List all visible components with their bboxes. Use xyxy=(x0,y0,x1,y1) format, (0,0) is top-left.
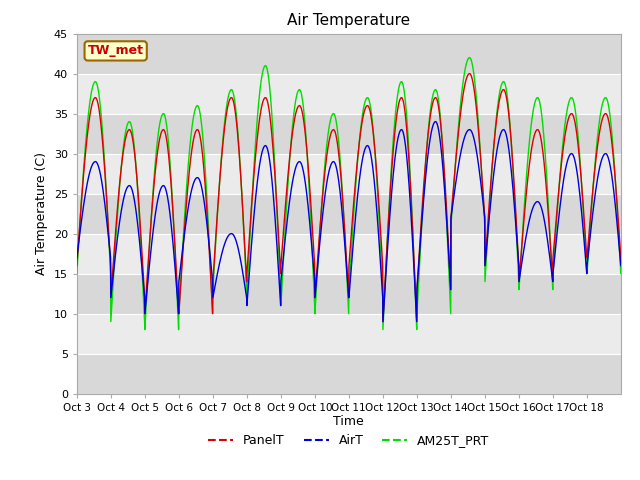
AM25T_PRT xyxy=(513,240,521,246)
Bar xyxy=(77,274,621,313)
Bar xyxy=(77,193,621,234)
PanelT xyxy=(127,130,135,135)
AM25T_PRT xyxy=(466,55,474,60)
AirT xyxy=(379,319,387,324)
AM25T_PRT xyxy=(127,122,135,128)
AM25T_PRT xyxy=(617,271,625,276)
PanelT xyxy=(73,263,81,268)
Bar xyxy=(77,354,621,394)
X-axis label: Time: Time xyxy=(333,415,364,429)
AirT xyxy=(127,184,135,190)
Bar xyxy=(77,34,621,73)
AM25T_PRT xyxy=(245,258,253,264)
AM25T_PRT xyxy=(610,150,618,156)
Line: AirT: AirT xyxy=(77,121,621,322)
Title: Air Temperature: Air Temperature xyxy=(287,13,410,28)
AirT xyxy=(73,255,81,261)
Text: TW_met: TW_met xyxy=(88,44,144,58)
AirT xyxy=(432,119,440,124)
AirT xyxy=(617,263,625,268)
AM25T_PRT xyxy=(73,271,81,276)
AirT xyxy=(513,236,521,242)
AirT xyxy=(610,186,618,192)
PanelT xyxy=(466,71,474,76)
AM25T_PRT xyxy=(141,327,148,333)
Bar xyxy=(77,73,621,114)
PanelT xyxy=(379,319,387,324)
AirT xyxy=(381,277,389,283)
PanelT xyxy=(381,270,389,276)
AirT xyxy=(244,280,252,286)
AM25T_PRT xyxy=(544,189,552,194)
AM25T_PRT xyxy=(381,273,389,278)
Legend: PanelT, AirT, AM25T_PRT: PanelT, AirT, AM25T_PRT xyxy=(203,429,495,452)
Bar xyxy=(77,114,621,154)
Bar xyxy=(77,313,621,354)
Y-axis label: Air Temperature (C): Air Temperature (C) xyxy=(35,152,48,275)
AirT xyxy=(544,238,552,243)
PanelT xyxy=(244,246,252,252)
Line: AM25T_PRT: AM25T_PRT xyxy=(77,58,621,330)
PanelT xyxy=(513,228,521,234)
Bar xyxy=(77,154,621,193)
PanelT xyxy=(617,255,625,261)
Line: PanelT: PanelT xyxy=(77,73,621,322)
PanelT xyxy=(544,201,552,207)
PanelT xyxy=(610,156,618,162)
Bar xyxy=(77,234,621,274)
